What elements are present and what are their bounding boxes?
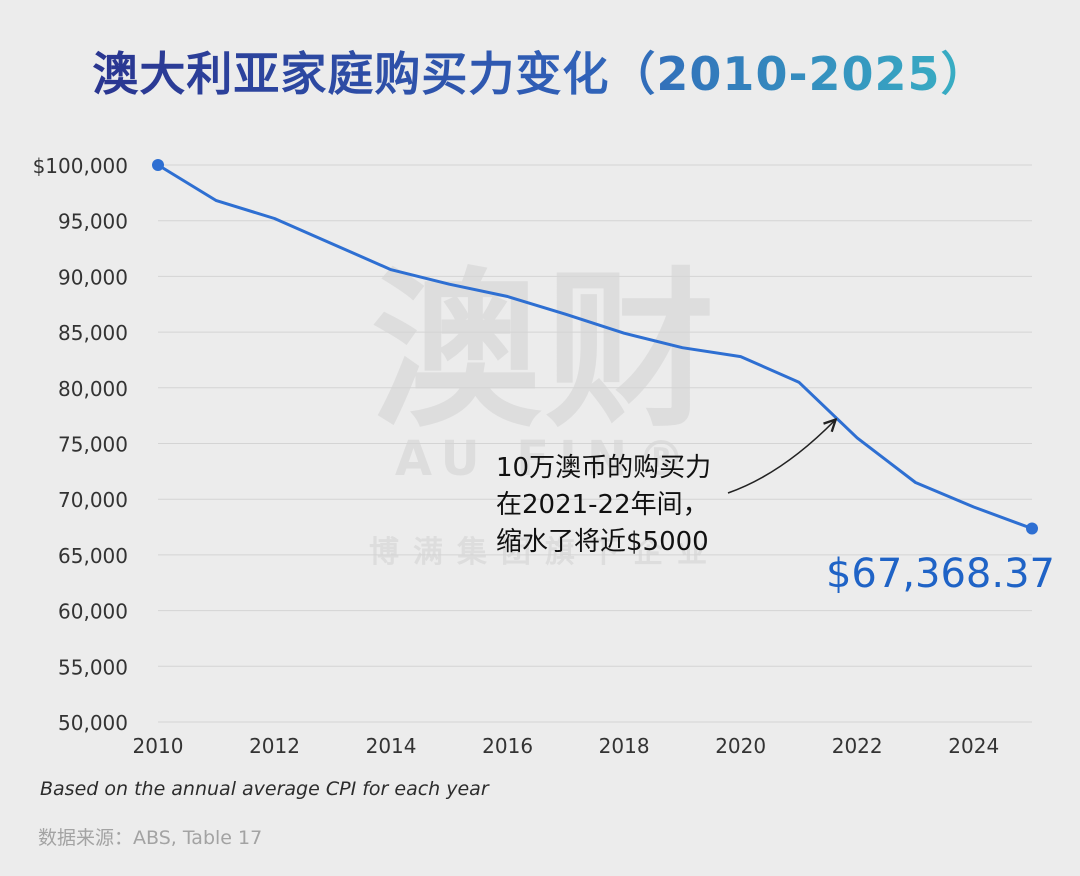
svg-text:AU FIN®: AU FIN® [395, 431, 695, 487]
watermark-logo: 澳财 AU FIN® 博满集团旗下企业 [369, 253, 721, 570]
y-tick-label: 55,000 [58, 655, 128, 679]
series-line [156, 163, 1034, 530]
svg-text:澳财: 澳财 [371, 253, 719, 451]
data-source: 数据来源：ABS, Table 17 [38, 827, 263, 849]
x-tick-label: 2016 [482, 734, 533, 758]
annotation-text-line: 10万澳币的购买力 [496, 453, 711, 483]
x-tick-label: 2014 [366, 734, 417, 758]
y-tick-label: 50,000 [58, 711, 128, 735]
svg-text:博满集团旗下企业: 博满集团旗下企业 [369, 535, 721, 570]
footnote: Based on the annual average CPI for each… [40, 778, 489, 800]
chart-title: 澳大利亚家庭购买力变化（2010-2025） [92, 38, 987, 104]
annotation-text-line: 缩水了将近$5000 [496, 527, 709, 557]
y-tick-label: 60,000 [58, 600, 128, 624]
x-tick-label: 2022 [832, 734, 883, 758]
y-tick-label: 85,000 [58, 321, 128, 345]
start-point-marker [152, 159, 164, 171]
final-value-label: $67,368.37 [826, 551, 1055, 597]
y-tick-label: 75,000 [58, 433, 128, 457]
y-tick-label: 80,000 [58, 377, 128, 401]
x-tick-label: 2012 [249, 734, 300, 758]
x-tick-label: 2020 [715, 734, 766, 758]
end-point-marker [1026, 522, 1038, 535]
y-tick-label: 70,000 [58, 488, 128, 512]
y-tick-label: 95,000 [58, 210, 128, 234]
x-tick-label: 2024 [948, 734, 999, 758]
y-tick-label: 90,000 [58, 265, 128, 289]
annotation-text-line: 在2021-22年间， [496, 490, 709, 520]
y-tick-label: $100,000 [33, 154, 128, 178]
annotation-arrow [727, 421, 835, 494]
y-tick-label: 65,000 [58, 544, 128, 568]
x-tick-label: 2018 [599, 734, 650, 758]
x-tick-label: 2010 [133, 734, 184, 758]
